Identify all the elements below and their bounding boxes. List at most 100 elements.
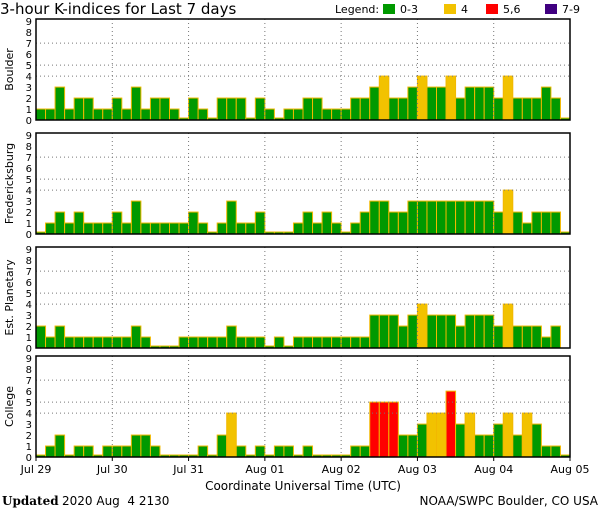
k-index-bar	[407, 86, 418, 121]
panel-frame	[35, 246, 571, 349]
k-index-bar	[502, 75, 514, 121]
k-index-bar	[483, 314, 495, 349]
k-index-bar	[455, 423, 466, 458]
y-tick-label: 7	[26, 376, 32, 387]
x-tick-label: Aug 05	[551, 463, 590, 476]
y-tick-label: 5	[26, 289, 32, 300]
k-index-bar	[216, 336, 228, 349]
y-tick-label: 9	[26, 17, 32, 28]
legend: Legend: 0-3 4 5,6 7-9	[335, 3, 580, 16]
y-tick-label: 8	[26, 365, 32, 376]
k-index-bar	[388, 401, 399, 458]
k-index-bar	[407, 200, 418, 235]
k-index-bar	[321, 108, 333, 121]
k-index-bar	[540, 336, 552, 349]
k-index-bar	[273, 336, 285, 349]
panel-frame	[35, 18, 571, 121]
k-index-bar	[45, 336, 56, 349]
k-index-bar	[312, 222, 323, 235]
legend-swatch-2	[486, 4, 498, 14]
k-index-bar	[512, 97, 523, 121]
x-tick-label: Jul 30	[96, 463, 128, 476]
k-index-bar	[331, 108, 342, 121]
k-index-bar	[45, 108, 56, 121]
k-index-bar	[235, 222, 247, 235]
x-tick-label: Aug 04	[474, 463, 513, 476]
k-index-bar	[140, 222, 151, 235]
k-index-bar	[121, 222, 132, 235]
k-index-bar	[45, 445, 56, 458]
k-index-bar	[550, 97, 561, 121]
k-index-bar	[521, 97, 533, 121]
k-index-bar	[321, 211, 333, 235]
legend-swatch-0	[383, 4, 395, 14]
k-index-bar	[149, 97, 161, 121]
y-tick-label: 8	[26, 28, 32, 39]
k-index-bar	[540, 86, 552, 121]
updated-label: Updated	[2, 494, 59, 508]
k-index-bar	[283, 108, 294, 121]
k-index-bar	[197, 445, 209, 458]
k-index-bar	[73, 336, 85, 349]
k-index-bar	[350, 445, 361, 458]
k-index-bar	[83, 445, 94, 458]
y-tick-label: 3	[26, 197, 32, 208]
k-index-bar	[531, 325, 542, 349]
k-index-bar	[378, 314, 390, 349]
source-credit: NOAA/SWPC Boulder, CO USA	[420, 494, 599, 508]
k-index-bar	[455, 97, 466, 121]
y-tick-label: 7	[26, 153, 32, 164]
k-index-bar	[235, 336, 247, 349]
k-index-bar	[35, 108, 47, 121]
k-index-bar	[464, 86, 476, 121]
k-index-bar	[245, 336, 256, 349]
k-index-bar	[550, 325, 561, 349]
y-tick-label: 8	[26, 142, 32, 153]
x-tick-label: Jul 29	[20, 463, 52, 476]
k-index-bar	[502, 412, 514, 458]
k-index-bar	[169, 222, 180, 235]
y-tick-label: 4	[26, 72, 32, 83]
k-index-bar	[540, 211, 552, 235]
k-index-bar	[464, 314, 476, 349]
legend-swatch-3	[545, 4, 557, 14]
k-index-bar	[397, 97, 409, 121]
k-index-bar	[149, 445, 161, 458]
k-index-bar	[331, 222, 342, 235]
k-index-bar	[102, 445, 113, 458]
k-index-bar	[226, 97, 237, 121]
k-index-bar	[464, 412, 476, 458]
chart-title: 3-hour K-indices for Last 7 days	[0, 0, 236, 18]
k-index-bar	[111, 445, 123, 458]
k-index-bar	[64, 108, 75, 121]
k-index-bar	[197, 108, 209, 121]
k-index-bar	[140, 336, 151, 349]
k-index-bar	[302, 97, 314, 121]
k-index-bar	[378, 75, 390, 121]
y-tick-label: 3	[26, 311, 32, 322]
k-index-bar	[474, 200, 485, 235]
y-tick-label: 4	[26, 409, 32, 420]
k-index-bar	[359, 211, 371, 235]
panel-station-label: Fredericksburg	[3, 143, 16, 224]
k-index-bar	[502, 303, 514, 349]
y-tick-label: 9	[26, 354, 32, 365]
x-tick-label: Aug 01	[245, 463, 284, 476]
legend-entry-label: 4	[461, 3, 468, 16]
y-tick-label: 8	[26, 256, 32, 267]
y-tick-label: 5	[26, 61, 32, 72]
k-index-bar	[254, 211, 266, 235]
k-index-bar	[273, 445, 285, 458]
y-tick-label: 2	[26, 322, 32, 333]
k-index-bar	[207, 336, 218, 349]
k-index-bar	[436, 200, 447, 235]
k-index-bar	[531, 423, 542, 458]
k-index-bar	[102, 336, 113, 349]
k-index-bar	[369, 314, 380, 349]
k-index-bar	[483, 86, 495, 121]
k-index-bar	[35, 325, 47, 349]
k-index-bar	[73, 97, 85, 121]
